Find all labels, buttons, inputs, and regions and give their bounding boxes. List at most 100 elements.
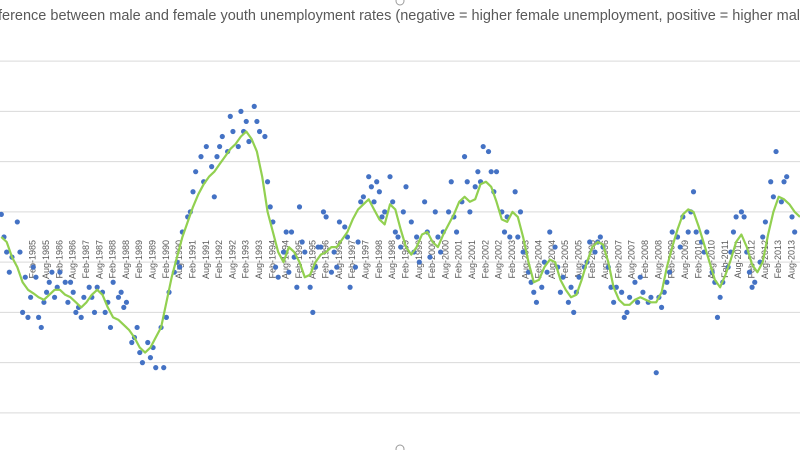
x-tick-label: Feb-2011 xyxy=(720,240,730,278)
data-point xyxy=(288,229,295,235)
data-point xyxy=(46,279,52,285)
data-point xyxy=(275,274,281,280)
data-point xyxy=(65,299,71,305)
data-point xyxy=(267,204,273,210)
data-point xyxy=(102,309,108,315)
data-point xyxy=(539,284,545,290)
x-tick-label: Aug-2008 xyxy=(653,240,663,279)
x-tick-label: Aug-2002 xyxy=(494,240,504,279)
data-point xyxy=(70,289,76,295)
x-tick-label: Aug-1991 xyxy=(201,240,211,279)
data-point xyxy=(768,179,774,185)
data-point xyxy=(624,309,630,315)
data-point xyxy=(784,174,790,180)
data-point xyxy=(669,229,675,235)
data-point xyxy=(198,154,204,160)
data-point xyxy=(752,279,758,285)
data-point xyxy=(658,304,665,310)
data-point xyxy=(414,234,420,240)
x-tick-label: Feb-1986 xyxy=(54,240,64,279)
data-point xyxy=(637,274,643,280)
x-tick-label: Aug-2007 xyxy=(627,240,637,279)
x-tick-label: Feb-2006 xyxy=(587,240,597,279)
data-point xyxy=(717,294,723,300)
x-tick-label: Aug-1997 xyxy=(361,240,371,279)
data-point xyxy=(342,224,348,230)
data-point xyxy=(690,189,697,195)
data-point xyxy=(177,264,183,270)
data-point xyxy=(41,299,47,305)
data-point xyxy=(147,355,154,361)
data-point xyxy=(107,324,114,331)
data-point xyxy=(427,254,433,260)
data-point xyxy=(400,209,406,215)
data-point xyxy=(760,234,766,240)
data-point xyxy=(28,294,34,300)
x-tick-label: Feb-1992 xyxy=(214,240,224,279)
bottom-resize-handle[interactable] xyxy=(395,444,405,450)
data-point xyxy=(746,269,753,275)
data-point xyxy=(163,314,169,320)
data-point xyxy=(318,244,324,250)
top-resize-handle[interactable] xyxy=(395,0,405,6)
series-line xyxy=(0,130,800,354)
x-tick-label: Feb-2005 xyxy=(560,240,570,279)
data-point xyxy=(576,274,582,280)
data-point xyxy=(621,314,627,320)
data-point xyxy=(648,294,654,300)
data-point xyxy=(20,309,26,315)
x-tick-label: Aug-2013 xyxy=(786,240,796,279)
data-point xyxy=(387,174,393,180)
x-tick-label: Feb-1989 xyxy=(134,240,144,279)
x-tick-label: Aug-1987 xyxy=(94,240,104,279)
data-point xyxy=(485,148,492,155)
data-point xyxy=(209,164,215,170)
data-point xyxy=(432,209,438,215)
x-tick-label: Feb-1993 xyxy=(241,240,251,279)
x-tick-label: Feb-1999 xyxy=(400,240,410,279)
data-point xyxy=(219,133,225,140)
data-point xyxy=(770,194,776,200)
data-point xyxy=(627,294,633,300)
data-point xyxy=(464,179,470,185)
data-point xyxy=(139,360,146,366)
data-point xyxy=(246,138,252,145)
data-point xyxy=(531,289,537,295)
x-tick-label: Feb-2009 xyxy=(667,240,677,279)
data-point xyxy=(512,189,518,195)
x-tick-label: Feb-2010 xyxy=(693,240,703,279)
data-point xyxy=(403,184,409,190)
data-point xyxy=(118,289,124,295)
smoothed-line-series xyxy=(0,130,800,354)
data-point xyxy=(22,274,28,280)
data-point xyxy=(38,324,44,331)
x-tick-label: Feb-1998 xyxy=(374,240,384,279)
x-tick-label: Feb-1996 xyxy=(321,240,331,279)
x-tick-label: Feb-2002 xyxy=(480,240,490,279)
data-point xyxy=(94,284,100,290)
data-point xyxy=(379,214,385,220)
data-point xyxy=(6,269,12,275)
data-point xyxy=(408,219,414,225)
data-point xyxy=(714,314,721,320)
data-point xyxy=(472,184,478,190)
x-tick-label: Feb-1991 xyxy=(187,240,197,279)
data-point xyxy=(67,279,74,285)
data-point xyxy=(323,214,329,220)
x-tick-label: Aug-2011 xyxy=(733,240,743,278)
data-point xyxy=(137,349,143,356)
data-point xyxy=(262,133,268,140)
x-tick-label: Aug-1990 xyxy=(174,240,184,279)
data-point xyxy=(664,279,670,285)
data-point xyxy=(51,294,58,300)
data-point xyxy=(371,199,377,205)
data-point xyxy=(217,143,223,150)
data-point xyxy=(272,264,279,270)
x-tick-label: Aug-2012 xyxy=(760,240,770,279)
data-point xyxy=(134,324,140,331)
data-point xyxy=(78,314,84,320)
x-tick-label: Aug-2010 xyxy=(707,240,717,279)
data-point xyxy=(515,234,521,240)
data-point xyxy=(62,279,68,285)
data-point xyxy=(238,108,244,114)
